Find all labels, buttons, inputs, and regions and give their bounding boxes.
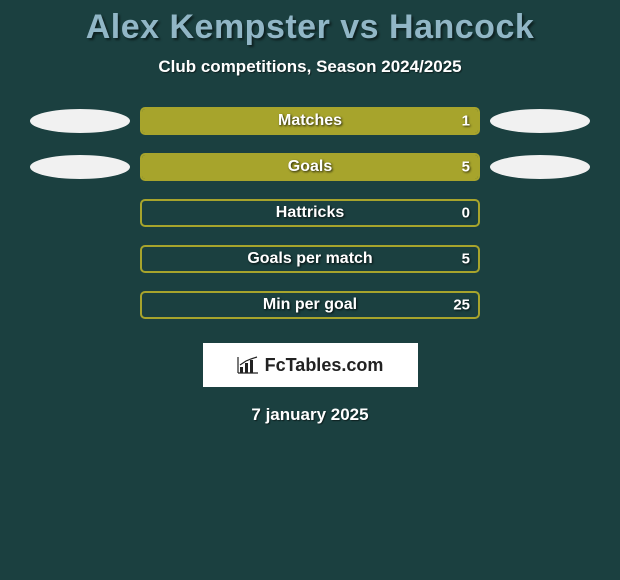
- page-title: Alex Kempster vs Hancock: [86, 8, 535, 47]
- stat-value-right: 0: [462, 205, 470, 222]
- left-ellipse: [30, 155, 130, 179]
- stat-value-right: 25: [453, 297, 470, 314]
- stat-row: Goals per match 5: [10, 245, 610, 273]
- stat-label: Goals: [288, 158, 332, 176]
- stat-bar: Min per goal 25: [140, 291, 480, 319]
- page-subtitle: Club competitions, Season 2024/2025: [158, 57, 461, 77]
- chart-icon: [237, 356, 259, 374]
- stat-bar: Goals 5: [140, 153, 480, 181]
- stat-value-right: 5: [462, 251, 470, 268]
- logo-text: FcTables.com: [265, 355, 384, 376]
- right-ellipse: [490, 155, 590, 179]
- stat-label: Hattricks: [276, 204, 344, 222]
- logo-box: FcTables.com: [203, 343, 418, 387]
- footer-date: 7 january 2025: [251, 405, 368, 425]
- stat-label: Goals per match: [247, 250, 372, 268]
- left-ellipse: [30, 109, 130, 133]
- right-ellipse: [490, 109, 590, 133]
- stat-value-right: 1: [462, 113, 470, 130]
- stat-row: Goals 5: [10, 153, 610, 181]
- stat-row: Hattricks 0: [10, 199, 610, 227]
- stat-row: Matches 1: [10, 107, 610, 135]
- stat-value-right: 5: [462, 159, 470, 176]
- stat-bar: Matches 1: [140, 107, 480, 135]
- stat-bar: Hattricks 0: [140, 199, 480, 227]
- stats-list: Matches 1 Goals 5 Hattricks 0 Goals per match 5…: [0, 107, 620, 319]
- stat-label: Matches: [278, 112, 342, 130]
- comparison-card: Alex Kempster vs Hancock Club competitio…: [0, 0, 620, 425]
- stat-row: Min per goal 25: [10, 291, 610, 319]
- stat-bar: Goals per match 5: [140, 245, 480, 273]
- stat-label: Min per goal: [263, 296, 357, 314]
